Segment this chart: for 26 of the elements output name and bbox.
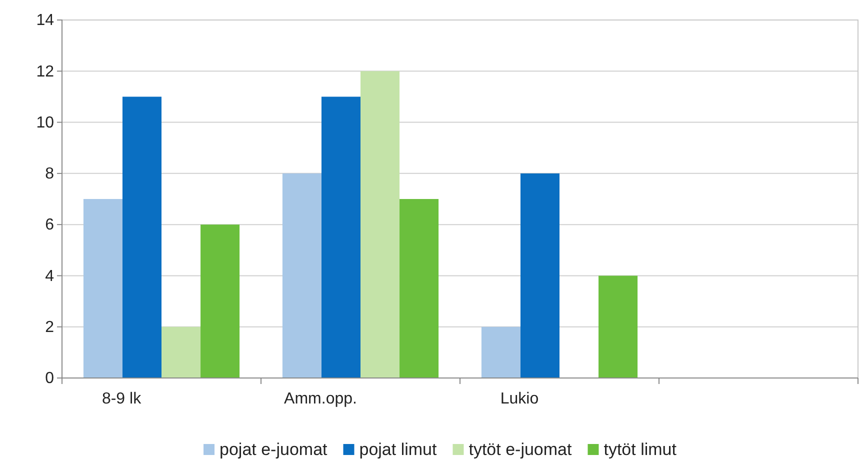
bar <box>598 276 638 378</box>
bar <box>162 326 201 378</box>
bar <box>321 96 360 378</box>
y-tick-label: 6 <box>45 216 54 234</box>
y-tick-label: 10 <box>36 114 54 132</box>
bar <box>481 326 520 378</box>
y-tick-label: 4 <box>45 268 54 285</box>
y-tick-label: 0 <box>45 370 54 388</box>
bar <box>520 173 560 378</box>
bar <box>282 173 322 378</box>
bar <box>400 199 439 378</box>
legend-label: tytöt limut <box>604 440 677 459</box>
bar <box>200 224 240 378</box>
y-tick-label: 8 <box>45 166 54 183</box>
legend-label: pojat e-juomat <box>220 440 328 459</box>
bar <box>360 71 400 378</box>
bar <box>122 96 162 378</box>
bar <box>83 199 122 378</box>
x-tick-label: Amm.opp. <box>284 390 357 408</box>
legend-label: tytöt e-juomat <box>468 440 572 459</box>
y-tick-label: 2 <box>45 318 54 336</box>
y-tick-label: 12 <box>36 63 54 80</box>
x-tick-label: 8-9 lk <box>102 390 142 408</box>
x-tick-label: Lukio <box>500 390 539 408</box>
legend-label: pojat limut <box>359 440 438 459</box>
y-tick-label: 14 <box>36 12 54 30</box>
